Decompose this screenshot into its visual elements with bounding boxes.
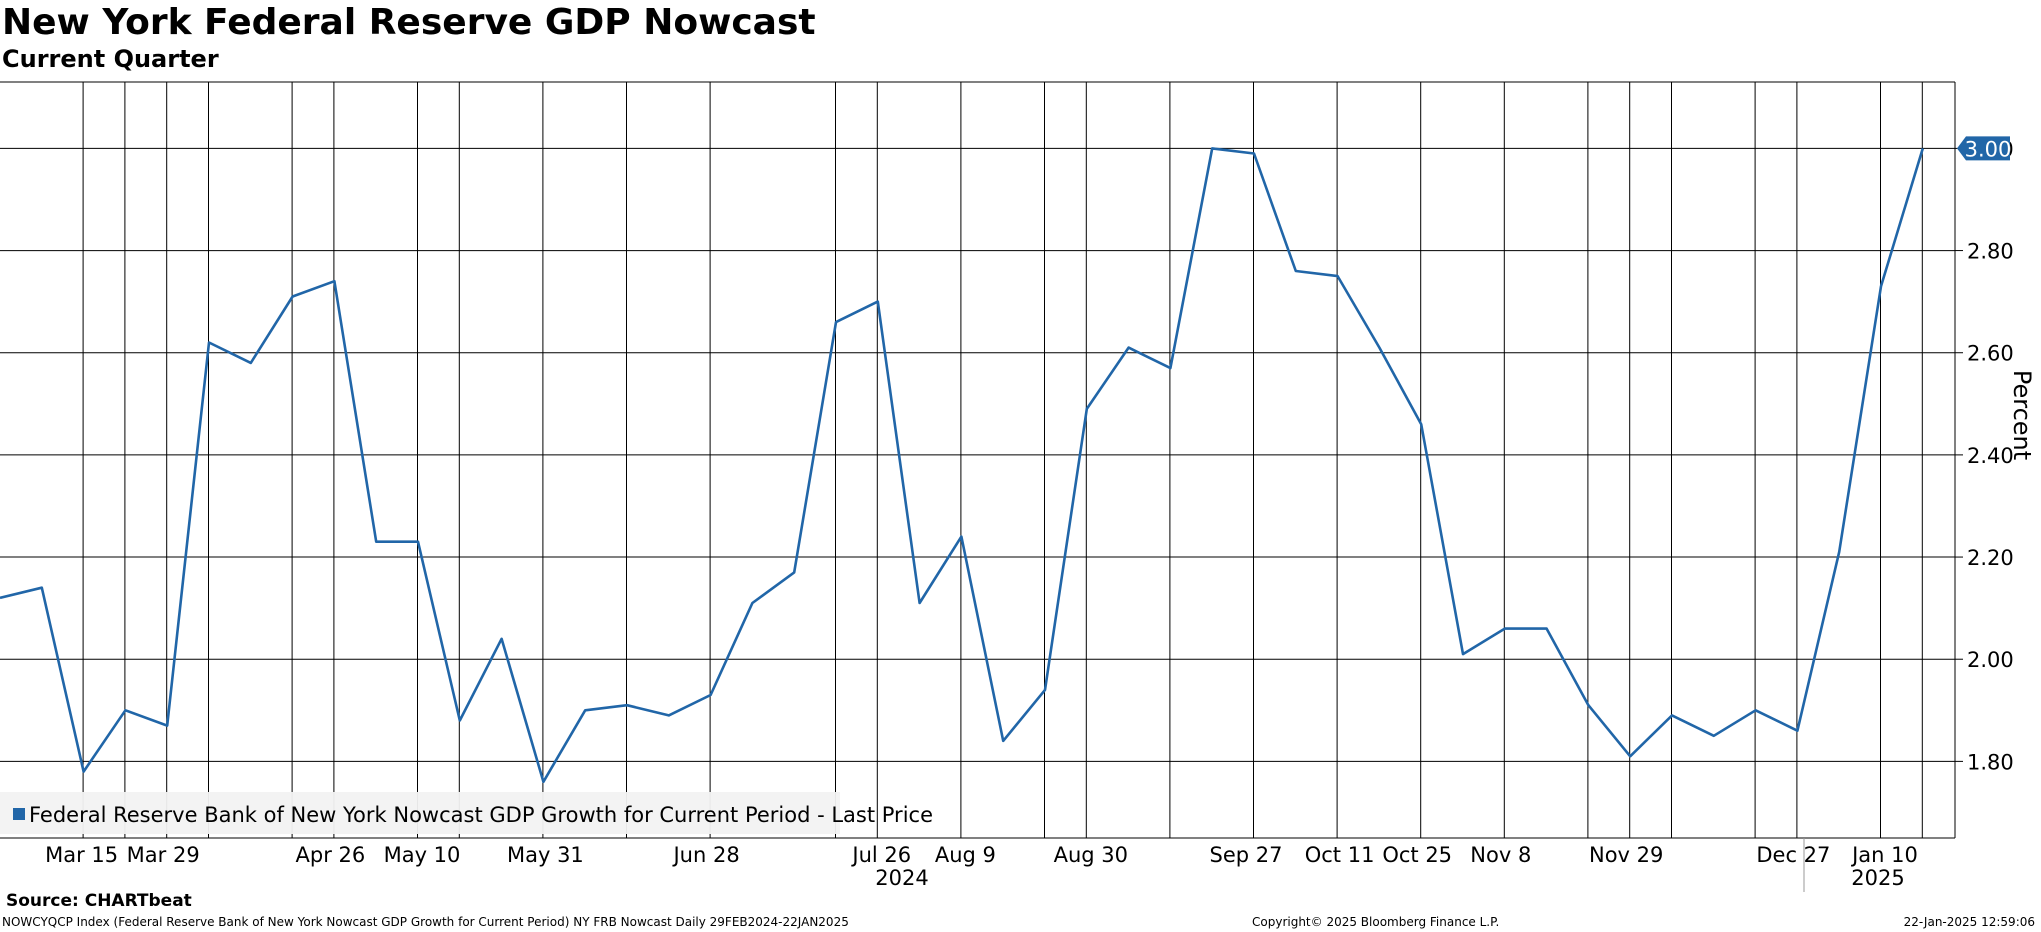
data-point [1002,740,1005,743]
data-point [542,781,545,784]
data-point [1462,653,1465,656]
data-point [166,724,169,727]
y-tick-label: 2.80 [1967,240,2014,264]
y-tick-label: 2.00 [1967,648,2014,672]
data-point [1629,755,1632,758]
x-tick-label: Dec 27 [1756,843,1830,867]
data-point [626,704,629,707]
data-point [1504,627,1507,630]
data-point [1754,709,1757,712]
data-point [333,280,336,283]
year-label: 2024 [875,866,928,890]
data-point [124,709,127,712]
data-point [1587,704,1590,707]
data-point [668,714,671,717]
data-point [751,602,754,605]
data-point [208,341,211,344]
data-point [793,571,796,574]
data-point [960,535,963,538]
year-label: 2025 [1851,866,1904,890]
data-point [1295,270,1298,273]
data-point [291,295,294,298]
data-point [1169,367,1172,370]
data-point [500,637,503,640]
x-tick-label: Apr 26 [296,843,366,867]
x-tick-label: Aug 9 [935,843,996,867]
data-point [1420,423,1423,426]
data-point [918,602,921,605]
data-point [1378,346,1381,349]
data-point [835,321,838,324]
data-point [459,719,462,722]
x-tick-label: Sep 27 [1210,843,1283,867]
x-tick-label: Nov 29 [1589,843,1663,867]
data-point [1880,285,1883,288]
x-tick-label: Nov 8 [1470,843,1531,867]
data-point [1671,714,1674,717]
timestamp: 22-Jan-2025 12:59:06 [1903,915,2035,929]
data-point [584,709,587,712]
data-point [877,300,880,303]
series-line [0,147,1925,784]
legend-swatch [13,808,25,820]
data-point [417,540,420,543]
last-value-badge [1957,136,2010,161]
x-tick-label: Aug 30 [1054,843,1128,867]
data-point [1336,275,1339,278]
data-point [375,540,378,543]
x-tick-label: Jan 10 [1850,843,1918,867]
legend-box [0,792,840,834]
data-point [709,694,712,697]
copyright-notice: Copyright© 2025 Bloomberg Finance L.P. [1252,915,1500,929]
chart-title: New York Federal Reserve GDP Nowcast [2,2,816,43]
data-point [1211,147,1214,150]
data-point [1545,627,1548,630]
source-label: Source: CHARTbeat [6,891,192,911]
data-point [82,770,85,773]
data-point [1713,735,1716,738]
last-value-label: 3.00 [1965,137,2012,161]
data-point [1086,408,1089,411]
data-point [1838,551,1841,554]
chart-subtitle: Current Quarter [2,45,219,73]
legend-label: Federal Reserve Bank of New York Nowcast… [29,803,933,827]
data-point [1253,152,1256,155]
data-point [1922,147,1925,150]
y-tick-label: 2.60 [1967,342,2014,366]
x-tick-label: Jul 26 [850,843,911,867]
data-point [41,586,44,589]
x-tick-label: Oct 11 [1305,843,1375,867]
data-point [250,362,253,365]
series-description: NOWCYQCP Index (Federal Reserve Bank of … [2,915,849,929]
y-tick-label: 2.20 [1967,546,2014,570]
data-point [1796,729,1799,732]
x-tick-label: May 10 [384,843,461,867]
x-tick-label: Mar 15 [45,843,118,867]
x-tick-label: Mar 29 [127,843,200,867]
y-axis-title: Percent [2008,370,2036,460]
x-tick-label: Oct 25 [1382,843,1452,867]
x-tick-label: May 31 [507,843,584,867]
data-point [1044,689,1047,692]
y-tick-label: 2.40 [1967,444,2014,468]
y-tick-label: 1.80 [1967,750,2014,774]
data-point [1127,346,1130,349]
x-tick-label: Jun 28 [671,843,739,867]
